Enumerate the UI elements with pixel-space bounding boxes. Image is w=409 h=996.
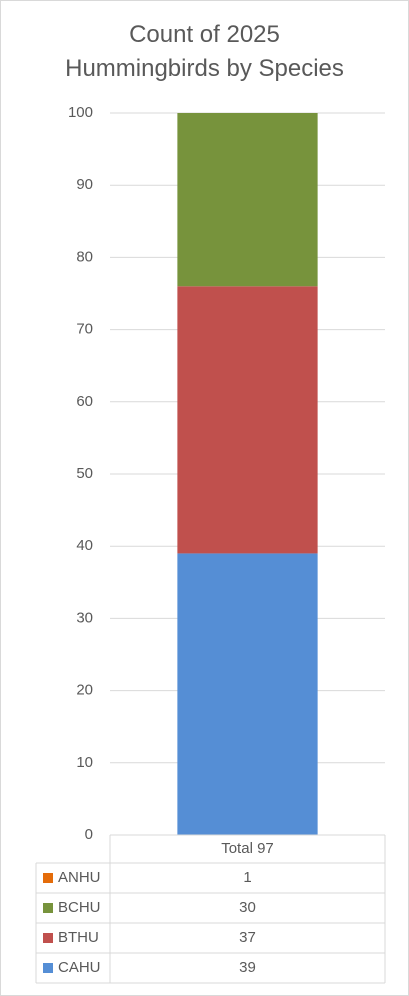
bar-segment — [177, 553, 318, 835]
legend-label: BCHU — [58, 899, 101, 916]
title-box: Count of 2025 Hummingbirds by Species — [0, 18, 409, 86]
bars — [177, 113, 318, 835]
data-label: 1 — [243, 869, 251, 886]
data-label: 37 — [239, 929, 256, 946]
y-tick-label: 100 — [68, 104, 93, 121]
data-label: 30 — [239, 899, 256, 916]
legend-key — [43, 933, 53, 943]
legend-label: CAHU — [58, 959, 101, 976]
y-tick-label: 30 — [76, 609, 93, 626]
y-tick-label: 60 — [76, 393, 93, 410]
y-tick-label: 90 — [76, 176, 93, 193]
data-label: 39 — [239, 959, 256, 976]
bar-segment — [177, 113, 318, 287]
legend-label: BTHU — [58, 929, 99, 946]
y-tick-label: 10 — [76, 754, 93, 771]
legend-key — [43, 873, 53, 883]
x-tick-label: Total 97 — [221, 840, 274, 857]
legend-label: ANHU — [58, 869, 101, 886]
chart-title: Count of 2025 Hummingbirds by Species — [65, 21, 344, 82]
legend-key — [43, 903, 53, 913]
legend-key — [43, 963, 53, 973]
y-tick-label: 70 — [76, 321, 93, 338]
y-tick-label: 80 — [76, 248, 93, 265]
y-tick-label: 0 — [85, 826, 93, 843]
bar-segment — [177, 286, 318, 554]
y-tick-label: 20 — [76, 682, 93, 699]
y-tick-label: 40 — [76, 537, 93, 554]
y-tick-label: 50 — [76, 465, 93, 482]
